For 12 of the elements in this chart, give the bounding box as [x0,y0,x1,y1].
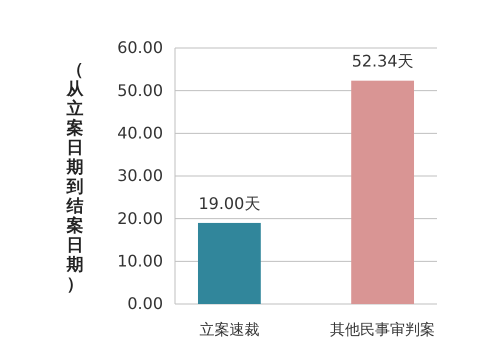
y-tick-label: 40.00 [117,123,163,142]
data-label: 52.34天 [352,52,414,71]
x-tick-label: 其他民事审判案 [330,320,436,339]
text: （从立案日期到结案日期） [66,60,84,294]
y-tick-label: 30.00 [117,166,163,186]
y-tick-label: 10.00 [117,251,163,270]
y-tick-label: 50.00 [117,80,163,100]
x-tick-label: 立案速裁 [199,320,260,339]
y-tick-label: 60.00 [117,38,163,58]
y-tick-label: 0.00 [127,294,163,314]
data-label: 19.00天 [198,194,260,213]
y-tick-label: 20.00 [117,208,163,228]
